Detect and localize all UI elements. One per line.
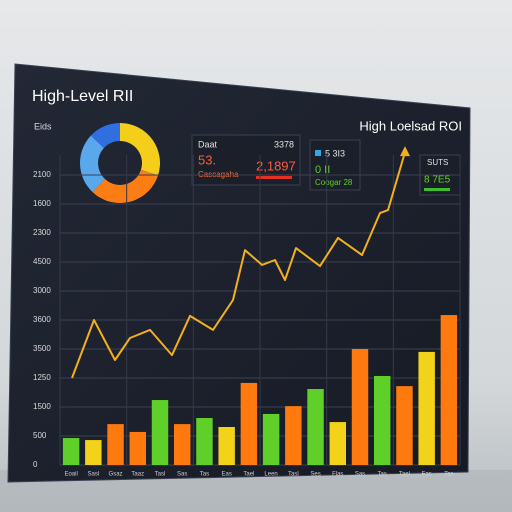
x-tick-label: Tas	[444, 472, 453, 478]
bar	[218, 427, 235, 465]
kpi-big: 53.	[198, 152, 216, 167]
kpi-card	[309, 139, 361, 191]
x-tick-label: Fas	[422, 472, 432, 478]
kpi-icon	[315, 150, 321, 156]
y-axis-title: Eids	[34, 121, 52, 131]
y-tick-label: 3600	[33, 315, 51, 324]
y-tick-label: 2100	[33, 170, 51, 179]
x-tick-label: Gsaz	[109, 472, 123, 478]
bar	[62, 438, 80, 465]
y-tick-label: 4500	[33, 257, 51, 266]
x-tick-label: Eas	[221, 472, 231, 478]
kpi-big: 8 7E5	[424, 175, 451, 186]
x-tick-label: Ses	[310, 472, 320, 478]
bar	[418, 351, 435, 465]
x-tick-label: Sasl	[87, 472, 99, 478]
x-tick-label: Tael	[399, 472, 410, 478]
bar	[85, 440, 102, 465]
x-tick-label: Eoail	[64, 472, 77, 478]
kpi-underline	[424, 188, 450, 191]
x-tick-label: Tael	[243, 472, 254, 478]
bar	[396, 386, 413, 465]
bar	[129, 431, 146, 465]
bar	[285, 406, 302, 465]
x-tick-label: Taaz	[131, 472, 144, 478]
bar	[374, 375, 391, 465]
bar	[329, 422, 346, 465]
x-tick-label: Tasl	[288, 472, 299, 478]
donut-segment	[90, 123, 120, 148]
y-tick-label: 1250	[33, 373, 51, 382]
bar	[262, 413, 280, 465]
kpi-big: 2,1897	[256, 158, 296, 173]
donut-segment	[120, 123, 160, 176]
y-tick-label: 500	[33, 431, 47, 440]
y-tick-label: 1500	[33, 402, 51, 411]
kpi-label: SUTS	[427, 158, 448, 167]
bar	[307, 389, 324, 465]
kpi-big: 0 II	[315, 164, 330, 176]
y-tick-label: 3000	[33, 286, 51, 295]
x-tick-label: Tas	[378, 472, 387, 478]
bar	[351, 349, 369, 465]
bar	[174, 424, 191, 465]
x-tick-label: Sas	[177, 472, 187, 478]
trend-line	[71, 151, 406, 379]
donut-segment	[80, 135, 105, 193]
bar	[107, 424, 124, 465]
kpi-label: Daat	[198, 139, 218, 149]
bar	[151, 400, 169, 465]
kpi-label: 5 3I3	[325, 148, 345, 158]
x-tick-label: Leen	[264, 472, 277, 478]
trend-arrow	[400, 146, 410, 157]
y-tick-label: 0	[33, 460, 38, 469]
x-tick-label: Tas	[200, 472, 209, 478]
y-tick-label: 1600	[33, 199, 51, 208]
kpi-value: 3378	[274, 139, 294, 149]
bar	[196, 418, 213, 465]
title-right: High Loelsad ROI	[359, 118, 462, 133]
x-tick-label: Sas	[355, 472, 365, 478]
x-tick-label: Tasl	[155, 472, 166, 478]
donut-segment	[92, 169, 159, 203]
bar	[440, 315, 458, 465]
kpi-sub: Coogar 28	[315, 178, 353, 187]
kpi-underline	[256, 176, 292, 179]
y-tick-label: 2300	[33, 228, 51, 237]
y-tick-label: 3500	[33, 344, 51, 353]
title-left: High-Level RII	[32, 88, 133, 105]
x-tick-label: Flas	[332, 472, 343, 478]
bar	[240, 382, 258, 465]
